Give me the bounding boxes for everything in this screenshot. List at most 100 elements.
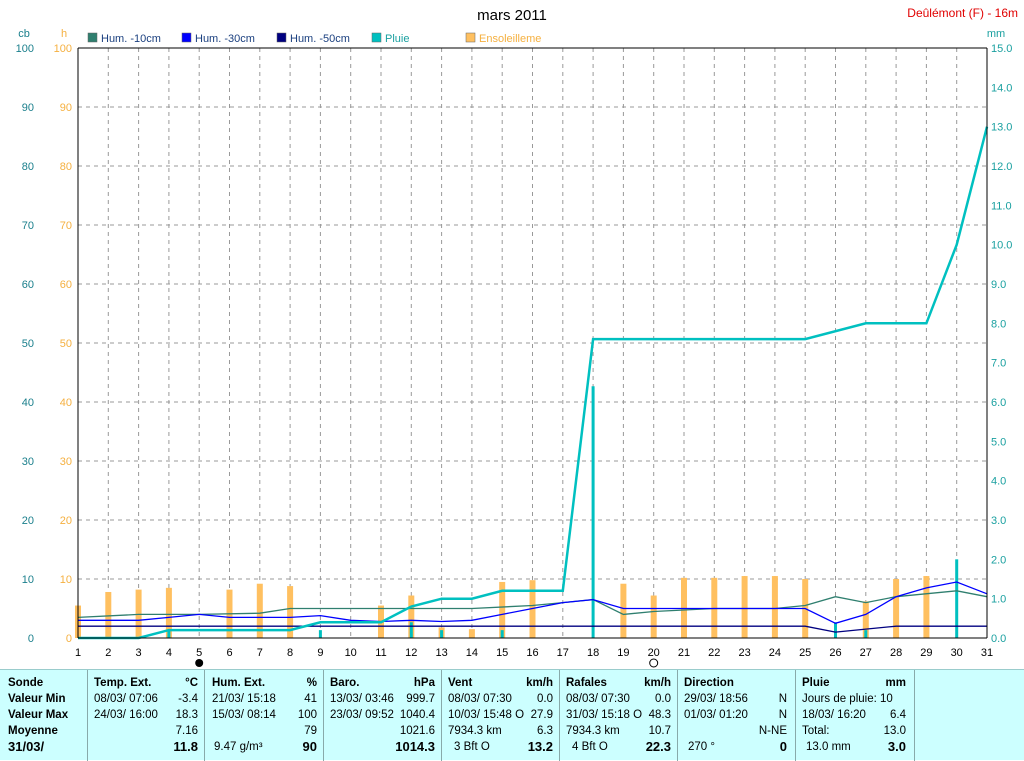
y-tick-cb: 100 [16, 43, 34, 55]
full-moon-icon [649, 658, 659, 668]
label-date: 31/03/ [8, 739, 45, 754]
legend-swatch [276, 32, 287, 43]
raf-min: 0.0 [655, 693, 671, 705]
hum-max: 100 [297, 709, 317, 721]
temp-min-time: 08/03/ 07:06 [94, 693, 158, 705]
dir-min: N [778, 693, 787, 705]
sonde-head: Sonde [8, 677, 44, 689]
grid [77, 47, 988, 639]
y-tick-mm: 14.0 [991, 82, 1012, 94]
baro-min-time: 13/03/ 03:46 [330, 693, 394, 705]
y-tick-mm: 11.0 [991, 200, 1012, 212]
label-avg: Moyenne [8, 725, 58, 737]
y-tick-h: 10 [60, 574, 72, 586]
new-moon-icon [195, 659, 204, 667]
sun-bar [923, 576, 930, 638]
hum-unit: % [306, 677, 317, 689]
y-tick-mm: 4.0 [991, 476, 1006, 488]
y-tick-h: 40 [60, 397, 72, 409]
dir-avg: N-NE [758, 725, 787, 737]
y-tick-cb: 0 [28, 633, 34, 645]
label-max: Valeur Max [8, 709, 69, 721]
x-tick: 6 [226, 647, 232, 659]
dir-cur: 0 [779, 739, 787, 754]
sun-bar [620, 583, 627, 638]
x-tick: 22 [708, 647, 720, 659]
unit-mm: mm [987, 28, 1005, 40]
y-tick-mm: 3.0 [991, 515, 1006, 527]
vent-unit: km/h [526, 677, 553, 689]
x-tick: 7 [257, 647, 263, 659]
temp-max: 18.3 [175, 709, 198, 721]
x-tick: 28 [890, 647, 902, 659]
x-tick: 24 [769, 647, 781, 659]
vent-head: Vent [448, 677, 473, 689]
sun-bar [862, 601, 869, 638]
stats-panel: Sonde Valeur Min Valeur Max Moyenne 31/0… [0, 669, 1024, 761]
x-tick: 26 [829, 647, 841, 659]
raf-unit: km/h [644, 677, 671, 689]
y-tick-mm: 8.0 [991, 318, 1006, 330]
rain-daily-bar [834, 622, 837, 638]
raf-head: Rafales [566, 677, 607, 689]
x-tick: 3 [136, 647, 142, 659]
legend-swatch [465, 32, 476, 43]
x-tick: 31 [981, 647, 993, 659]
axes: 0 10 20 30 40 50 60 70 80 90 100 0 10 20 30 40 50 60 70 80 9… [16, 43, 1012, 668]
series-line [78, 126, 989, 640]
x-tick: 14 [466, 647, 478, 659]
legend: Hum. -10cm Hum. -30cm Hum. -50cm Pluie Ensol… [87, 32, 541, 45]
pluie-max-time: 18/03/ 16:20 [802, 709, 866, 721]
y-tick-h: 60 [60, 279, 72, 291]
vent-cur: 13.2 [527, 739, 553, 754]
pluie-days: Jours de pluie: 10 [802, 693, 893, 705]
sun-bar [499, 581, 506, 638]
rain-daily-bar [500, 630, 504, 638]
sun-bar [256, 583, 263, 638]
raf-avg: 10.7 [648, 725, 671, 737]
legend-swatch [371, 32, 382, 43]
dir-head: Direction [684, 677, 734, 689]
x-tick: 17 [557, 647, 569, 659]
temp-max-time: 24/03/ 16:00 [94, 709, 158, 721]
x-tick: 21 [678, 647, 690, 659]
unit-cb: cb [18, 28, 30, 40]
x-tick: 30 [951, 647, 963, 659]
rain-daily-bar [955, 559, 959, 638]
sun-bar [105, 591, 112, 638]
x-tick: 12 [405, 647, 417, 659]
rain-daily-bar [440, 630, 444, 638]
sun-bar [408, 595, 415, 638]
x-tick: 23 [738, 647, 750, 659]
sun-bar [771, 576, 778, 638]
series-line [78, 581, 988, 624]
temp-min: -3.4 [178, 693, 198, 705]
col-baro: Baro. hPa 13/03/ 03:46 999.7 23/03/ 09:52 1… [324, 670, 442, 761]
dir-max-time: 01/03/ 01:20 [684, 709, 748, 721]
col-sonde: Sonde Valeur Min Valeur Max Moyenne 31/0… [0, 670, 88, 761]
vent-min-time: 08/03/ 07:30 [448, 693, 512, 705]
y-tick-cb: 60 [22, 279, 34, 291]
x-tick: 18 [587, 647, 599, 659]
rain-daily-bar [591, 386, 595, 638]
x-tick: 10 [345, 647, 357, 659]
x-tick: 5 [196, 647, 202, 659]
col-pluie: Pluie mm Jours de pluie: 10 18/03/ 16:20 6… [796, 670, 915, 761]
raf-dist: 7934.3 km [566, 725, 620, 737]
vent-dist: 7934.3 km [448, 725, 502, 737]
series-line [78, 625, 987, 633]
vent-min: 0.0 [537, 693, 553, 705]
hum-abs: 9.47 g/m³ [214, 741, 263, 753]
vent-max: 27.9 [530, 709, 553, 721]
baro-head: Baro. [330, 677, 360, 689]
rain-daily-bar [167, 630, 171, 638]
series-lines [77, 126, 989, 640]
hum-head: Hum. Ext. [212, 677, 266, 689]
sun-bar [893, 579, 900, 638]
x-tick: 19 [617, 647, 629, 659]
x-tick: 2 [105, 647, 111, 659]
x-tick: 20 [648, 647, 660, 659]
pluie-cur: 3.0 [887, 739, 906, 754]
y-tick-h: 100 [54, 43, 72, 55]
baro-cur: 1014.3 [395, 739, 435, 754]
